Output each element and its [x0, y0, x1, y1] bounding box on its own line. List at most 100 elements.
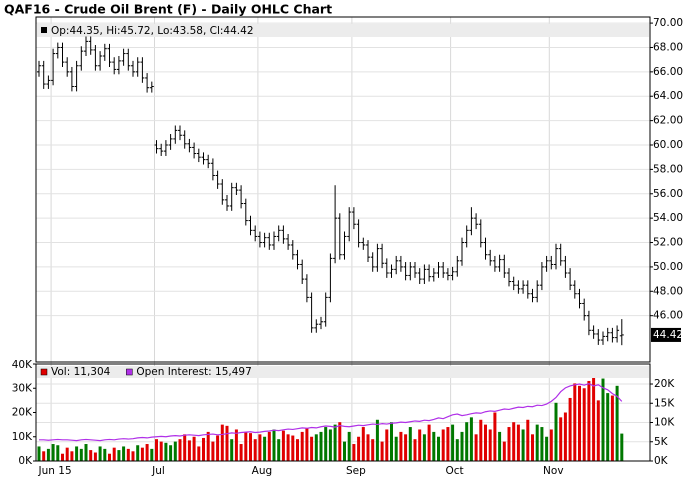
volume-bar [197, 446, 201, 461]
x-tick-label: Jul [151, 465, 165, 477]
volume-bar [366, 434, 370, 461]
volume-bar [563, 412, 567, 461]
volume-bar [333, 424, 337, 461]
volume-bar [592, 376, 596, 461]
y-tick-label: 20K [12, 407, 33, 419]
volume-bar [615, 385, 619, 461]
legend-swatch [40, 368, 48, 376]
volume-bar [418, 429, 422, 461]
volume-bar [183, 434, 187, 461]
y-tick-label: 30K [12, 382, 33, 394]
volume-bar [117, 450, 121, 461]
volume-bar [521, 429, 525, 461]
volume-bar [314, 434, 318, 461]
volume-bar [484, 424, 487, 461]
y-tick-label: 64.00 [653, 90, 683, 102]
volume-bar [159, 441, 163, 461]
volume-bar [390, 422, 393, 461]
volume-bar [249, 433, 252, 461]
volume-bar [258, 434, 262, 461]
volume-bar [385, 429, 389, 461]
volume-bar [371, 439, 375, 461]
volume-bar [535, 424, 539, 461]
panel-frame [35, 363, 651, 462]
volume-bar [587, 380, 591, 461]
volume-bar [465, 422, 469, 461]
volume-bar [239, 444, 243, 461]
volume-bar [601, 378, 605, 461]
volume-bar [357, 436, 361, 461]
volume-bar [512, 422, 516, 461]
volume-bar [253, 439, 257, 461]
x-tick-label: Aug [252, 465, 273, 477]
volume-bar [61, 453, 64, 461]
volume-bar [488, 429, 492, 461]
y2-tick-label: 5K [654, 436, 669, 448]
volume-bar [516, 424, 520, 461]
y2-tick-label: 10K [654, 417, 675, 429]
volume-bar [328, 429, 332, 461]
volume-bar [277, 439, 281, 461]
volume-bar [474, 434, 478, 461]
volume-bar [582, 388, 586, 461]
x-tick-label: Jun 15 [38, 465, 72, 477]
legend-swatch [126, 368, 133, 376]
volume-bar [211, 441, 215, 461]
volume-bar [169, 445, 173, 461]
volume-bar [526, 419, 530, 461]
legend-band [37, 366, 649, 378]
volume-bar [244, 431, 248, 461]
y-tick-label: 70.00 [653, 17, 683, 29]
volume-bar [479, 419, 483, 461]
volume-bar [150, 448, 154, 461]
volume-bar [446, 427, 450, 461]
y-tick-label: 68.00 [653, 41, 683, 53]
volume-bar [192, 436, 196, 461]
y-tick-label: 48.00 [653, 285, 683, 297]
last-price-box [651, 327, 681, 342]
y-tick-label: 54.00 [653, 212, 683, 224]
y-tick-label: 40K [12, 359, 33, 371]
volume-bar [51, 444, 55, 461]
volume-bar [155, 439, 158, 461]
open-interest-line [39, 382, 623, 442]
volume-bar [220, 424, 224, 461]
volume-bar [361, 427, 365, 461]
volume-bar [559, 417, 563, 461]
volume-bar [324, 427, 328, 461]
volume-bar [84, 444, 88, 461]
volume-bar [413, 439, 417, 461]
volume-bar [206, 431, 210, 461]
volume-bar [347, 431, 351, 461]
y-tick-label: 66.00 [653, 66, 683, 78]
y-tick-label: 58.00 [653, 163, 683, 175]
volume-bar [93, 452, 97, 461]
volume-bar [404, 434, 408, 461]
volume-bar [531, 434, 534, 461]
volume-bar [225, 425, 229, 461]
volume-bar [352, 444, 356, 461]
volume-bar [498, 431, 502, 461]
volume-bar [136, 445, 140, 461]
volume-bar [89, 450, 93, 461]
volume-bar [596, 400, 600, 461]
volume-bar [79, 448, 83, 461]
volume-bar [469, 417, 473, 461]
volume-bar [568, 397, 572, 461]
panel-frame [35, 16, 651, 363]
volume-bar [291, 435, 295, 461]
volume-bar [216, 435, 220, 461]
volume-bar [573, 383, 577, 461]
volume-bar [610, 395, 614, 461]
volume-bar [578, 385, 581, 461]
volume-bar [300, 431, 304, 461]
volume-bar [65, 447, 69, 461]
chart-title: QAF16 - Crude Oil Brent (F) - Daily OHLC… [4, 2, 332, 17]
volume-bar [178, 439, 182, 461]
volume-bar [451, 424, 455, 461]
volume-bar [380, 441, 384, 461]
last-price-label: 44.42 [653, 329, 683, 341]
volume-bar [145, 444, 149, 461]
y2-tick-label: 20K [654, 378, 675, 390]
volume-bar [408, 427, 412, 461]
